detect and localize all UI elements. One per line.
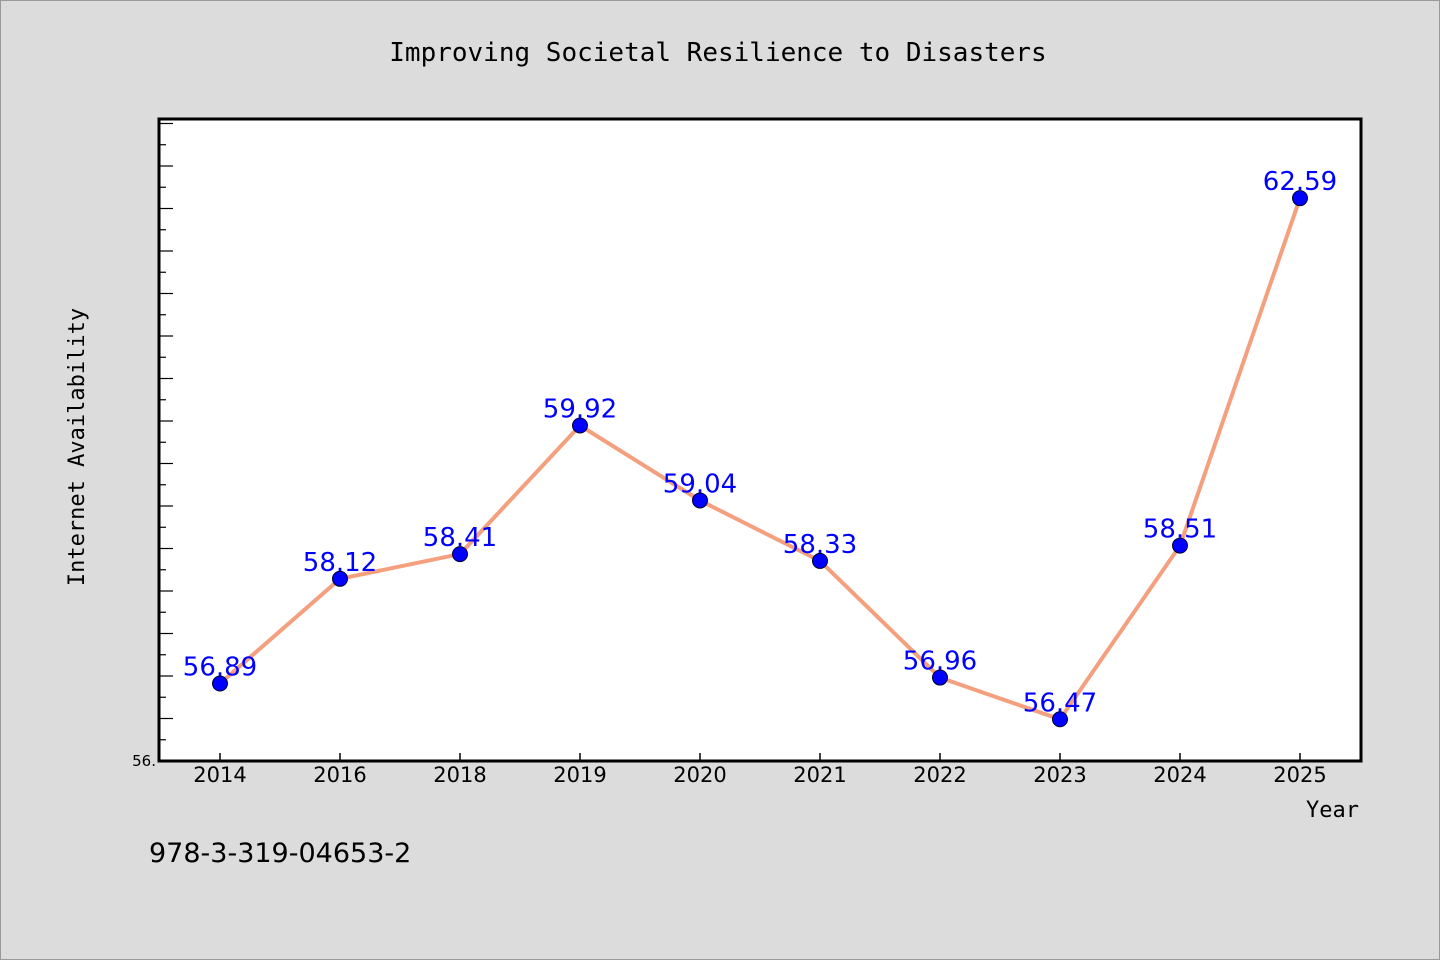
data-point [212,675,228,692]
data-label: 58.51 [1143,515,1217,545]
series-line [218,197,1302,722]
data-point [332,570,348,587]
data-point [1172,537,1188,554]
x-tick-label: 2019 [553,763,606,787]
data-labels: 56.89 58.12 58.41 59.92 59.04 58.33 56.96 56.47… [183,167,1337,718]
x-tick-label: 2025 [1273,763,1326,787]
data-label: 56.96 [903,647,977,677]
data-point [452,546,468,563]
x-tick-label: 2016 [313,763,366,787]
data-label: 56.89 [183,653,257,683]
data-label: 58.33 [783,530,857,560]
data-point [932,669,948,686]
x-tick-label: 2023 [1033,763,1086,787]
data-point [572,417,588,434]
y-axis-ticks [159,122,173,762]
plot-area [157,117,1363,763]
y-tick-label: 56. [132,752,156,770]
data-label: 58.12 [303,548,377,578]
x-axis-ticks [219,753,1301,761]
x-tick-label: 2024 [1153,763,1206,787]
x-tick-label: 2022 [913,763,966,787]
x-tick-label: 2020 [673,763,726,787]
data-label: 56.47 [1023,688,1097,718]
series-markers [212,190,1308,728]
x-tick-label: 2014 [193,763,246,787]
data-label: 62.59 [1263,167,1337,197]
data-label: 58.41 [423,523,497,553]
data-point [1292,190,1308,207]
x-tick-label: 2018 [433,763,486,787]
data-point [812,552,828,569]
x-tick-label: 2021 [793,763,846,787]
x-axis-title: Year [1306,798,1359,823]
isbn-footer: 978-3-319-04653-2 [149,838,411,869]
data-point [1052,711,1068,728]
data-label: 59.04 [663,469,737,499]
chart-title: Improving Societal Resilience to Disaste… [389,38,1046,68]
y-axis-title: Internet Availability [65,308,90,586]
data-point [692,492,708,509]
x-tick-labels: 2014 2016 2018 2019 2020 2021 2022 2023 2024 2025 [193,763,1326,787]
data-label: 59.92 [543,395,617,425]
